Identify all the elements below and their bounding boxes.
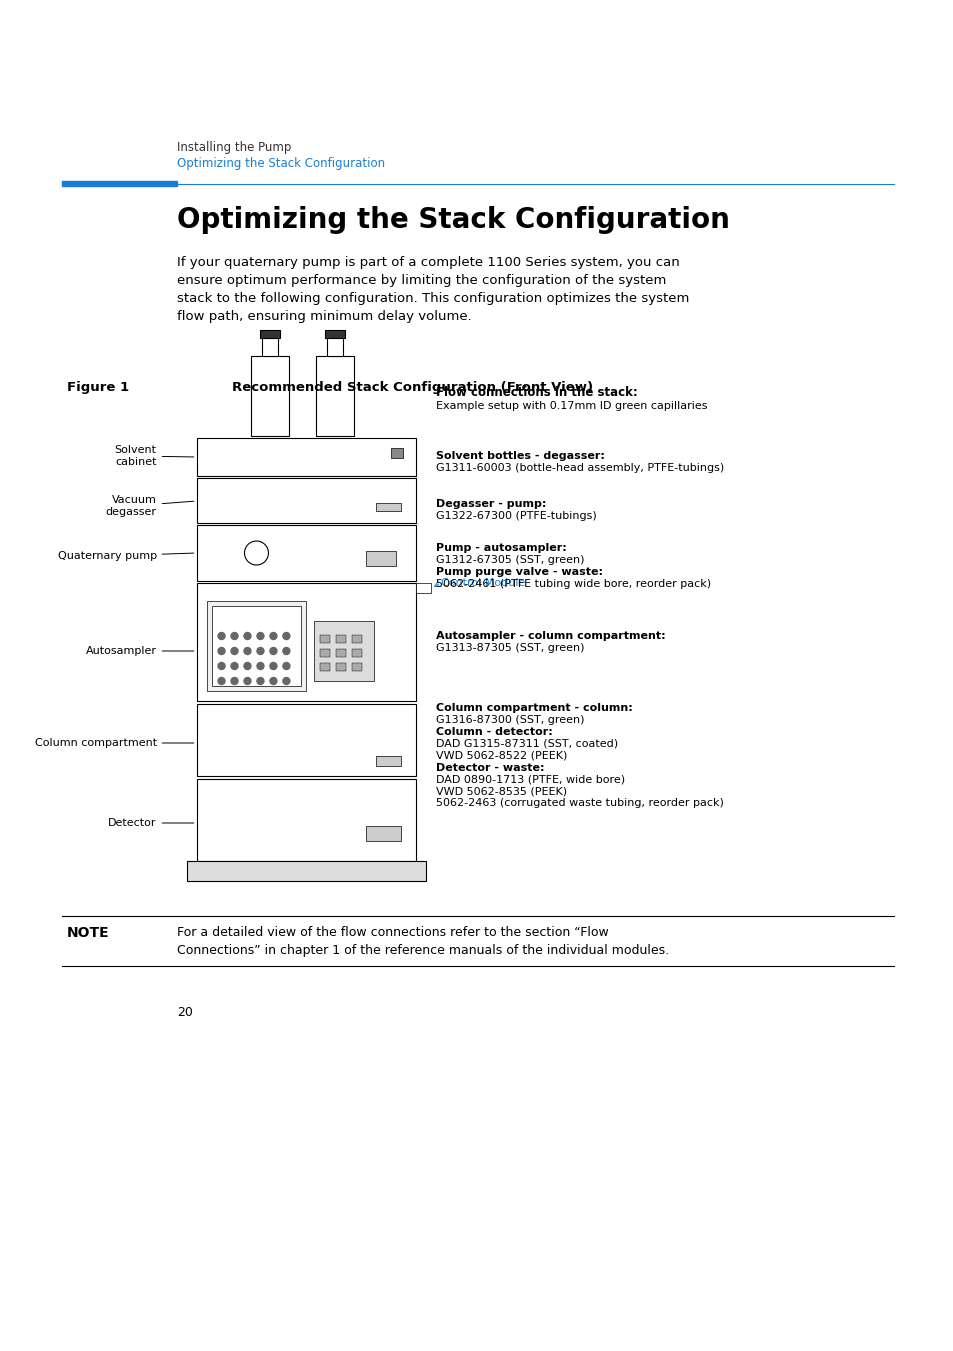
Bar: [196, 780, 416, 861]
Bar: [196, 438, 416, 476]
Text: Column - detector:: Column - detector:: [436, 727, 552, 738]
Text: Autosampler - column compartment:: Autosampler - column compartment:: [436, 631, 665, 640]
Text: DAD 0890-1713 (PTFE, wide bore)
VWD 5062-8535 (PEEK)
5062-2463 (corrugated waste: DAD 0890-1713 (PTFE, wide bore) VWD 5062…: [436, 775, 723, 808]
Circle shape: [244, 662, 251, 670]
Circle shape: [244, 677, 251, 685]
Text: Pump purge valve - waste:: Pump purge valve - waste:: [436, 567, 602, 577]
Bar: [196, 526, 416, 581]
Bar: [416, 584, 431, 593]
Bar: [196, 704, 416, 775]
Circle shape: [231, 632, 237, 639]
Circle shape: [244, 632, 251, 639]
Bar: [252, 357, 289, 436]
Bar: [336, 663, 346, 671]
Circle shape: [270, 662, 276, 670]
Text: G1313-87305 (SST, green): G1313-87305 (SST, green): [436, 643, 584, 653]
Bar: [327, 336, 343, 357]
Bar: [352, 635, 362, 643]
Text: Solvent
cabinet: Solvent cabinet: [114, 446, 193, 467]
Text: 20: 20: [176, 1006, 193, 1019]
Bar: [325, 330, 345, 338]
Bar: [366, 825, 401, 842]
Text: G1312-67305 (SST, green): G1312-67305 (SST, green): [436, 555, 584, 565]
Text: Autosampler: Autosampler: [86, 646, 193, 657]
Circle shape: [256, 662, 264, 670]
Bar: [196, 584, 416, 701]
Text: For a detailed view of the flow connections refer to the section “Flow
Connectio: For a detailed view of the flow connecti…: [176, 925, 668, 957]
Bar: [320, 663, 330, 671]
Bar: [352, 648, 362, 657]
Circle shape: [244, 540, 268, 565]
Text: Pump - autosampler:: Pump - autosampler:: [436, 543, 566, 553]
Bar: [366, 551, 395, 566]
Circle shape: [283, 647, 290, 654]
Text: Figure 1: Figure 1: [67, 381, 129, 394]
Text: DAD G1315-87311 (SST, coated)
VWD 5062-8522 (PEEK): DAD G1315-87311 (SST, coated) VWD 5062-8…: [436, 739, 618, 761]
Circle shape: [256, 647, 264, 654]
Text: G1316-87300 (SST, green): G1316-87300 (SST, green): [436, 715, 584, 725]
Circle shape: [256, 632, 264, 639]
Circle shape: [244, 647, 251, 654]
Circle shape: [231, 662, 237, 670]
Circle shape: [231, 647, 237, 654]
Circle shape: [283, 632, 290, 639]
Bar: [260, 330, 280, 338]
Bar: [207, 601, 306, 690]
Circle shape: [283, 677, 290, 685]
Text: Optimizing the Stack Configuration: Optimizing the Stack Configuration: [176, 205, 729, 234]
Bar: [187, 861, 426, 881]
Bar: [212, 607, 301, 686]
Circle shape: [270, 647, 276, 654]
Text: Column compartment: Column compartment: [34, 738, 193, 748]
Text: Flow connections in the stack:: Flow connections in the stack:: [436, 386, 638, 399]
Text: Installing the Pump: Installing the Pump: [176, 141, 291, 154]
Text: Control Module: Control Module: [440, 578, 525, 588]
Circle shape: [218, 677, 225, 685]
Text: NOTE: NOTE: [67, 925, 110, 940]
Bar: [262, 336, 278, 357]
Circle shape: [256, 677, 264, 685]
Circle shape: [218, 662, 225, 670]
Circle shape: [218, 632, 225, 639]
Bar: [391, 449, 403, 458]
Bar: [320, 648, 330, 657]
Text: Degasser - pump:: Degasser - pump:: [436, 499, 546, 509]
Text: Optimizing the Stack Configuration: Optimizing the Stack Configuration: [176, 157, 384, 170]
Circle shape: [270, 677, 276, 685]
Text: G1322-67300 (PTFE-tubings): G1322-67300 (PTFE-tubings): [436, 511, 597, 521]
Bar: [196, 478, 416, 523]
Bar: [375, 757, 401, 766]
Circle shape: [218, 647, 225, 654]
Bar: [314, 621, 374, 681]
Bar: [320, 635, 330, 643]
Bar: [316, 357, 354, 436]
Text: G1311-60003 (bottle-head assembly, PTFE-tubings): G1311-60003 (bottle-head assembly, PTFE-…: [436, 463, 723, 473]
Text: Recommended Stack Configuration (Front View): Recommended Stack Configuration (Front V…: [232, 381, 592, 394]
Text: Vacuum
degasser: Vacuum degasser: [106, 496, 193, 517]
Bar: [336, 648, 346, 657]
Text: Column compartment - column:: Column compartment - column:: [436, 703, 632, 713]
Bar: [352, 663, 362, 671]
Circle shape: [270, 632, 276, 639]
Text: 5062-2461 (PTFE tubing wide bore, reorder pack): 5062-2461 (PTFE tubing wide bore, reorde…: [436, 580, 711, 589]
Text: Detector - waste:: Detector - waste:: [436, 763, 544, 773]
Text: Detector: Detector: [108, 817, 193, 828]
Text: If your quaternary pump is part of a complete 1100 Series system, you can
ensure: If your quaternary pump is part of a com…: [176, 255, 688, 323]
Bar: [336, 635, 346, 643]
Bar: [62, 181, 176, 186]
Text: Example setup with 0.17mm ID green capillaries: Example setup with 0.17mm ID green capil…: [436, 401, 707, 411]
Circle shape: [231, 677, 237, 685]
Bar: [375, 503, 401, 511]
Text: Solvent bottles - degasser:: Solvent bottles - degasser:: [436, 451, 604, 461]
Text: Quaternary pump: Quaternary pump: [57, 551, 193, 561]
Circle shape: [283, 662, 290, 670]
